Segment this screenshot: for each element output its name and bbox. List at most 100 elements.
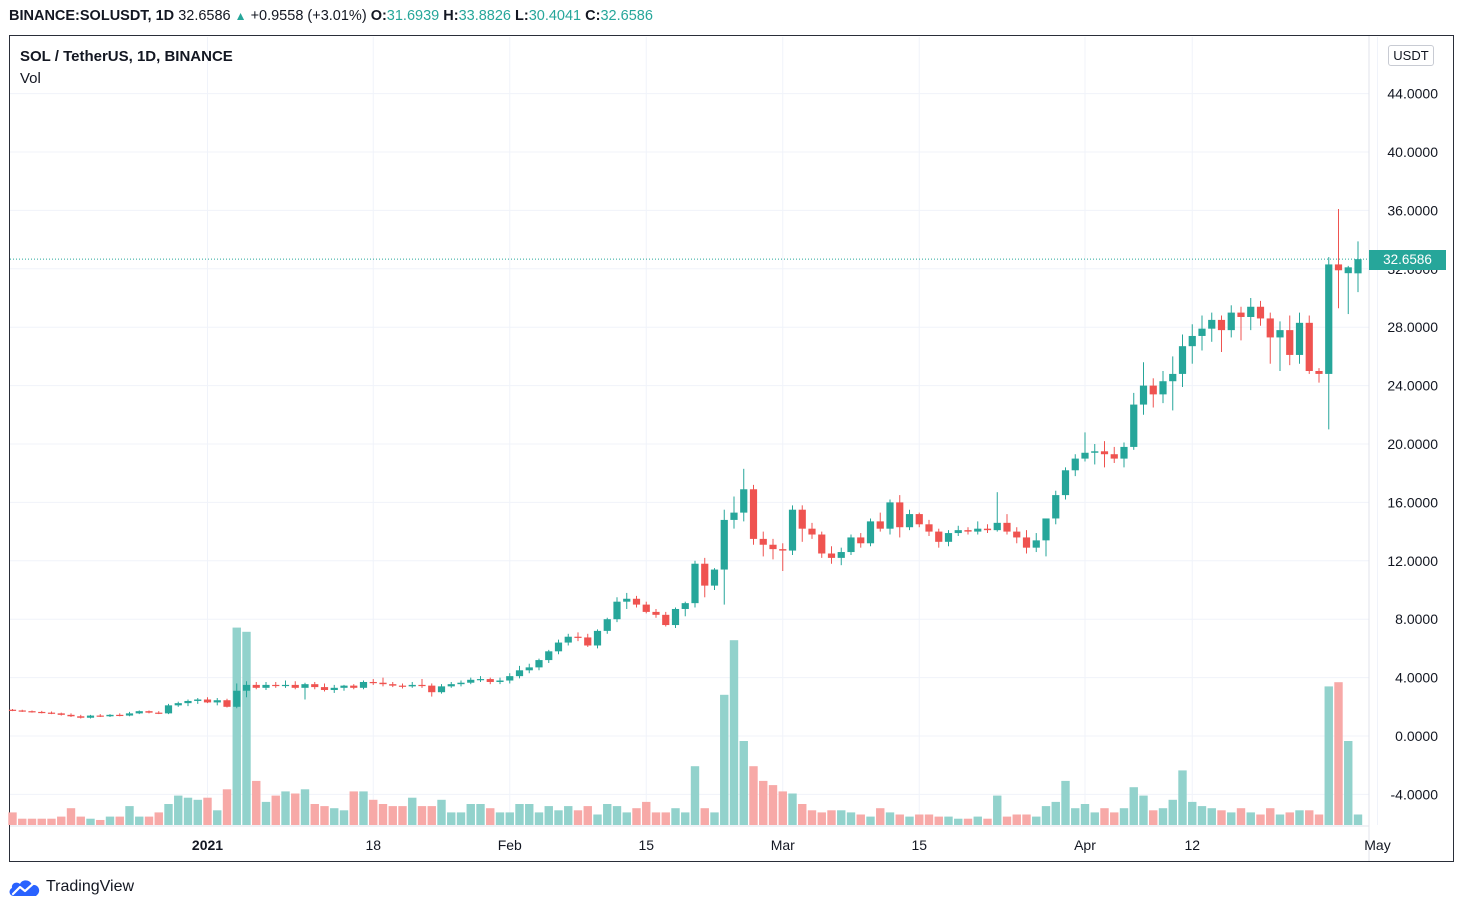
volume-bar (1188, 801, 1197, 825)
volume-bar (417, 806, 427, 825)
candle-body (1120, 446, 1128, 459)
volume-bar (603, 804, 612, 825)
volume-bar (1139, 795, 1148, 825)
candle-body (1159, 381, 1167, 395)
candle-body (525, 667, 533, 671)
candle-body (369, 681, 377, 684)
tradingview-logo[interactable]: TradingView (8, 876, 134, 898)
volume-bar (320, 806, 329, 825)
candle-body (350, 685, 358, 688)
y-tick-label: 40.0000 (1387, 144, 1438, 160)
open-value: 31.6939 (386, 8, 440, 24)
volume-bar (18, 818, 27, 825)
volume-bar (1285, 812, 1294, 825)
candle-body (632, 598, 641, 605)
volume-bar (915, 814, 924, 825)
candle-body (330, 687, 338, 691)
y-tick-label: 28.0000 (1387, 319, 1438, 335)
volume-bar (96, 819, 105, 825)
volume-bar (515, 804, 524, 825)
candle-body (701, 563, 709, 586)
candle-body (1266, 318, 1274, 338)
candle-body (515, 670, 524, 677)
tradingview-cloud-icon (9, 880, 40, 896)
volume-bar (817, 812, 826, 825)
candle-body (1042, 518, 1050, 541)
candle-body (545, 651, 553, 661)
low-value: 30.4041 (528, 8, 582, 24)
volume-bar (651, 812, 661, 825)
volume-bar (1324, 686, 1333, 825)
candle-body (662, 614, 670, 626)
volume-bar (1129, 787, 1138, 825)
candle-body (944, 533, 953, 542)
volume-bar (222, 789, 232, 825)
volume-bar (476, 804, 485, 825)
candle-body (1081, 452, 1089, 459)
candle-body (47, 712, 56, 714)
y-tick-label: 12.0000 (1387, 553, 1438, 569)
candle-body (1276, 330, 1284, 338)
volume-bar (593, 814, 602, 825)
x-tick-label: May (1364, 837, 1390, 853)
candle-body (574, 636, 582, 638)
candle-body (506, 676, 514, 681)
candle-body (145, 711, 153, 713)
volume-bar (642, 801, 651, 825)
candle-body (603, 619, 611, 631)
volume-legend[interactable]: Vol (20, 70, 41, 87)
volume-bar (1334, 682, 1343, 825)
candle-body (242, 684, 251, 691)
volume-bar (885, 812, 895, 825)
candle-body (915, 514, 923, 525)
volume-bar (1071, 808, 1080, 825)
candle-body (223, 700, 231, 707)
candle-body (769, 544, 777, 550)
candle-body (652, 611, 660, 615)
candle-body (428, 685, 436, 693)
volume-bar (1227, 812, 1236, 825)
volume-bar (993, 795, 1002, 825)
candle-body (837, 552, 845, 558)
y-tick-label: 44.0000 (1387, 86, 1438, 102)
volume-bar (193, 799, 202, 825)
x-tick-label: 12 (1184, 837, 1200, 853)
candle-body (96, 715, 104, 717)
candle-body (203, 699, 212, 703)
volume-bar (632, 808, 641, 825)
candle-body (886, 502, 894, 529)
volume-bar (934, 816, 943, 825)
candle-body (1178, 346, 1187, 374)
volume-bar (427, 806, 436, 825)
candle-body (584, 637, 592, 646)
candle-body (759, 538, 767, 545)
candle-body (857, 537, 865, 544)
volume-bar (164, 804, 173, 825)
candle-body (1188, 335, 1196, 347)
candle-body (86, 715, 95, 718)
volume-bar (720, 694, 729, 825)
candle-body (476, 679, 485, 681)
volume-bar (456, 812, 466, 825)
volume-bar (105, 816, 115, 825)
close-label: C: (585, 8, 601, 24)
candle-body (135, 711, 143, 714)
volume-bar (1217, 810, 1226, 825)
candle-body (691, 563, 699, 604)
y-tick-label: 4.0000 (1395, 670, 1438, 686)
volume-bar (1100, 808, 1109, 825)
volume-bar (154, 812, 163, 825)
volume-bar (115, 816, 124, 825)
candle-body (613, 601, 621, 620)
chart-legend-title[interactable]: SOL / TetherUS, 1D, BINANCE (20, 48, 233, 65)
candle-body (827, 553, 836, 558)
candle-body (847, 537, 855, 553)
currency-unit-badge[interactable]: USDT (1388, 45, 1434, 66)
volume-bar (447, 812, 456, 825)
candle-body (1295, 322, 1304, 355)
volume-bar (47, 818, 56, 825)
volume-bar (681, 812, 690, 825)
candle-body (896, 502, 904, 528)
candle-body (311, 684, 319, 688)
